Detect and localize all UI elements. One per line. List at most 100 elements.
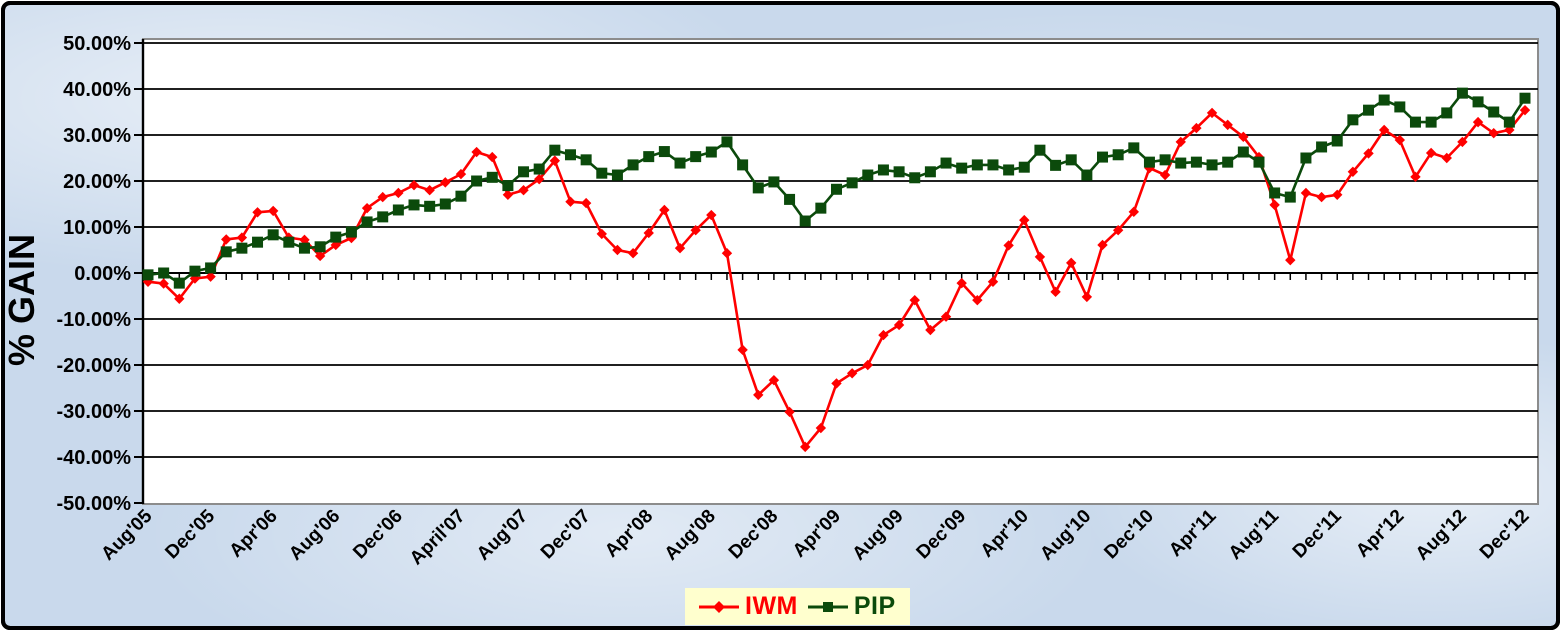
iwm-marker <box>627 248 639 259</box>
series-pip <box>142 87 1531 289</box>
pip-line-square-icon <box>807 601 848 612</box>
pip-marker <box>549 144 561 156</box>
iwm-marker <box>1488 127 1499 139</box>
pip-marker <box>158 267 170 279</box>
pip-marker <box>1018 161 1030 173</box>
pip-marker <box>1409 116 1421 128</box>
y-tick-label: 30.00% <box>63 125 131 147</box>
pip-marker <box>1441 107 1453 119</box>
pip-marker <box>784 193 796 205</box>
legend-item-pip: PIP <box>807 592 896 620</box>
pip-marker <box>1300 152 1312 164</box>
pip-marker <box>345 226 357 238</box>
pip-marker <box>408 199 420 211</box>
pip-marker <box>1065 154 1077 166</box>
pip-marker <box>815 202 827 214</box>
pip-legend-label: PIP <box>853 592 896 620</box>
pip-marker <box>392 204 404 216</box>
pip-marker <box>1363 104 1375 116</box>
iwm-marker <box>1081 291 1093 303</box>
pip-marker <box>1050 159 1062 171</box>
iwm-marker <box>1034 251 1046 263</box>
pip-marker <box>940 157 952 169</box>
pip-marker <box>1284 191 1296 203</box>
x-tick-label: Dec'07 <box>537 506 595 564</box>
x-tick-label: Dec'10 <box>1100 506 1158 564</box>
iwm-marker <box>800 441 811 453</box>
pip-marker <box>533 163 545 175</box>
pip-marker <box>1097 151 1109 163</box>
iwm-marker <box>1425 147 1437 159</box>
iwm-marker <box>158 278 169 289</box>
iwm-marker <box>455 168 467 180</box>
x-axis <box>143 272 1538 280</box>
pip-marker <box>643 151 655 163</box>
plot-area <box>142 38 1539 505</box>
pip-marker <box>1472 96 1484 108</box>
pip-marker <box>737 159 749 171</box>
iwm-marker <box>1332 189 1343 200</box>
iwm-marker <box>1504 124 1515 136</box>
pip-marker <box>1394 101 1406 113</box>
iwm-marker <box>1238 131 1249 143</box>
pip-marker <box>971 159 983 171</box>
iwm-marker <box>940 311 952 322</box>
iwm-marker <box>1441 152 1452 164</box>
iwm-marker <box>377 191 388 203</box>
iwm-marker <box>205 271 216 282</box>
iwm-marker <box>784 406 795 418</box>
iwm-marker <box>1457 136 1468 148</box>
iwm-marker <box>314 250 326 262</box>
pip-marker <box>1143 156 1155 168</box>
pip-marker <box>862 169 874 181</box>
pip-marker <box>1003 164 1015 176</box>
y-tick-label: 50.00% <box>63 33 131 55</box>
iwm-legend-label: IWM <box>745 592 798 620</box>
pip-marker <box>220 246 232 258</box>
iwm-marker <box>1050 286 1061 298</box>
pip-marker <box>705 146 717 158</box>
iwm-marker <box>643 227 654 239</box>
iwm-marker <box>1472 116 1484 128</box>
iwm-marker <box>596 228 607 240</box>
pip-marker <box>518 166 530 178</box>
iwm-marker <box>1316 191 1327 203</box>
iwm-marker <box>1347 166 1359 177</box>
iwm-marker <box>909 294 920 306</box>
iwm-marker <box>753 389 764 401</box>
iwm-marker <box>580 197 592 209</box>
pip-marker <box>1456 87 1468 99</box>
pip-marker <box>1206 159 1218 171</box>
legend-item-iwm: IWM <box>699 594 798 619</box>
pip-marker <box>1519 92 1531 104</box>
iwm-marker <box>737 344 748 356</box>
y-tick-label: -50.00% <box>57 493 132 515</box>
pip-marker <box>846 177 858 189</box>
iwm-marker <box>299 234 310 246</box>
pip-marker <box>1331 135 1343 147</box>
iwm-marker <box>893 319 905 331</box>
pip-marker <box>1316 141 1328 153</box>
pip-marker <box>956 162 968 174</box>
x-tick-labels: Aug'05 Dec'05 Apr'06 Aug'06 Dec'06 April'07 Au… <box>97 505 1533 569</box>
iwm-marker <box>408 179 420 191</box>
x-tick-label: Aug'07 <box>473 506 532 565</box>
iwm-marker <box>831 378 842 389</box>
pip-marker <box>1190 156 1202 168</box>
pip-marker <box>799 215 811 227</box>
iwm-marker <box>987 276 999 287</box>
iwm-marker <box>1097 239 1108 251</box>
y-tick-label: 20.00% <box>63 171 131 193</box>
iwm-marker <box>393 187 404 199</box>
pip-marker <box>752 182 764 194</box>
pip-marker <box>658 146 670 158</box>
x-tick-label: Apr'10 <box>977 506 1033 562</box>
pip-marker <box>455 190 467 202</box>
iwm-marker <box>236 232 248 243</box>
iwm-marker <box>221 234 232 245</box>
iwm-marker <box>471 146 482 158</box>
x-tick-label: Apr'12 <box>1352 506 1408 562</box>
iwm-marker <box>878 329 889 341</box>
